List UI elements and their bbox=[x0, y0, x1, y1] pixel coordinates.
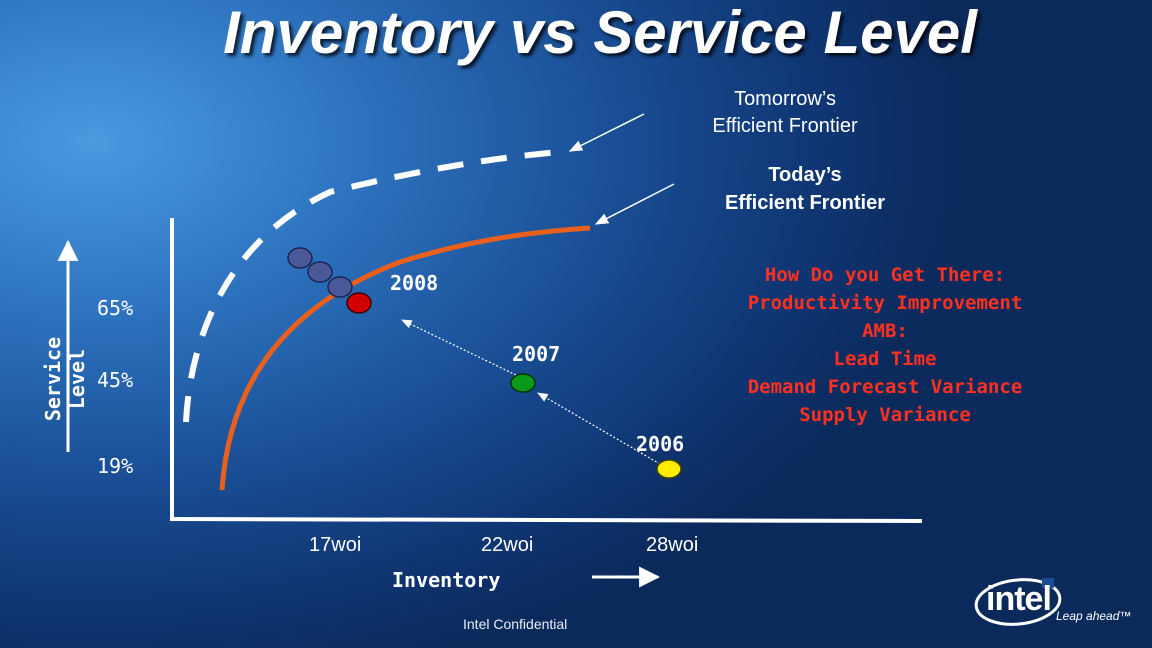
x-axis bbox=[169, 517, 923, 523]
point-2006 bbox=[656, 459, 682, 479]
today-callout-arrow bbox=[594, 183, 675, 225]
how-to-get-there-box: How Do you Get There: Productivity Impro… bbox=[690, 261, 1080, 429]
year-label-2008: 2008 bbox=[390, 271, 439, 295]
x-tick-28woi: 28woi bbox=[646, 534, 699, 556]
today-label-line-2: Efficient Frontier bbox=[724, 192, 885, 214]
x-tick-17woi: 17woi bbox=[309, 534, 362, 556]
arrow-2006-to-2007 bbox=[537, 392, 661, 465]
confidential-footer: Intel Confidential bbox=[463, 616, 568, 632]
intel-logo: intel Leap ahead™ bbox=[972, 572, 1132, 636]
y-tick-45: 45% bbox=[97, 368, 134, 392]
today-frontier-curve bbox=[219, 225, 591, 491]
point-2007 bbox=[510, 373, 536, 393]
how-to-line-3: AMB: bbox=[862, 320, 908, 342]
intel-logo-word: intel bbox=[986, 580, 1052, 618]
future-point-2 bbox=[307, 261, 333, 283]
tomorrow-frontier-label: Tomorrow’s Efficient Frontier bbox=[660, 86, 910, 140]
future-point-1 bbox=[287, 247, 313, 269]
x-tick-22woi: 22woi bbox=[481, 534, 534, 556]
how-to-line-4: Lead Time bbox=[833, 348, 937, 370]
how-to-line-5: Demand Forecast Variance bbox=[747, 376, 1023, 398]
intel-tagline: Leap ahead™ bbox=[1056, 609, 1132, 623]
today-frontier-label: Today’s Efficient Frontier bbox=[680, 161, 930, 217]
today-label-line-1: Today’s bbox=[768, 164, 842, 186]
arrow-2007-to-2008 bbox=[401, 319, 517, 376]
intel-logo-swirl-icon bbox=[974, 578, 1062, 626]
tomorrow-callout-arrow bbox=[568, 113, 645, 152]
y-axis-label: Service Level bbox=[41, 336, 89, 422]
tomorrow-frontier-curve bbox=[183, 149, 561, 423]
y-tick-19: 19% bbox=[97, 454, 134, 478]
slide-title: Inventory vs Service Level bbox=[223, 0, 977, 66]
tomorrow-label-line-1: Tomorrow’s bbox=[734, 88, 836, 110]
y-tick-65: 65% bbox=[97, 296, 134, 320]
x-axis-label: Inventory bbox=[392, 568, 501, 592]
year-label-2006: 2006 bbox=[636, 432, 685, 456]
how-to-line-6: Supply Variance bbox=[799, 404, 971, 426]
year-label-2007: 2007 bbox=[512, 342, 561, 366]
tomorrow-label-line-2: Efficient Frontier bbox=[712, 115, 858, 137]
future-point-3 bbox=[327, 276, 353, 298]
how-to-line-2: Productivity Improvement bbox=[747, 292, 1023, 314]
point-2008 bbox=[346, 292, 372, 314]
how-to-line-1: How Do you Get There: bbox=[764, 264, 1006, 286]
